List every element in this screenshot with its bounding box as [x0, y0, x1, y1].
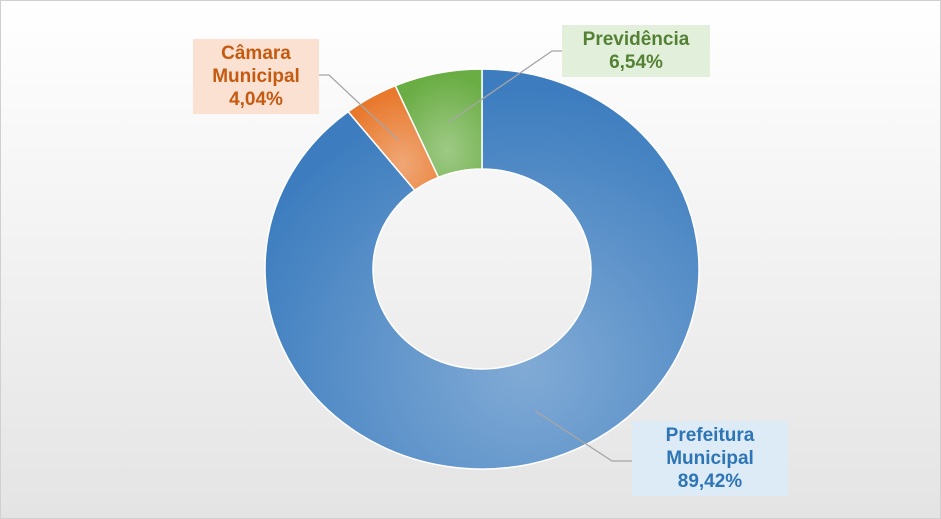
data-label: Prefeitura Municipal 89,42% [632, 421, 788, 496]
data-label: Câmara Municipal 4,04% [193, 39, 319, 114]
data-label: Previdência 6,54% [562, 25, 710, 77]
value-label: 6,54% [609, 52, 663, 73]
category-label: Previdência [582, 29, 690, 50]
value-label: 89,42% [677, 471, 743, 492]
leader-line [534, 410, 632, 462]
category-label: Prefeitura Municipal [665, 425, 755, 469]
category-label: Câmara Municipal [212, 43, 300, 87]
leader-line [319, 74, 399, 141]
leader-line [448, 50, 562, 123]
value-label: 4,04% [229, 89, 283, 110]
